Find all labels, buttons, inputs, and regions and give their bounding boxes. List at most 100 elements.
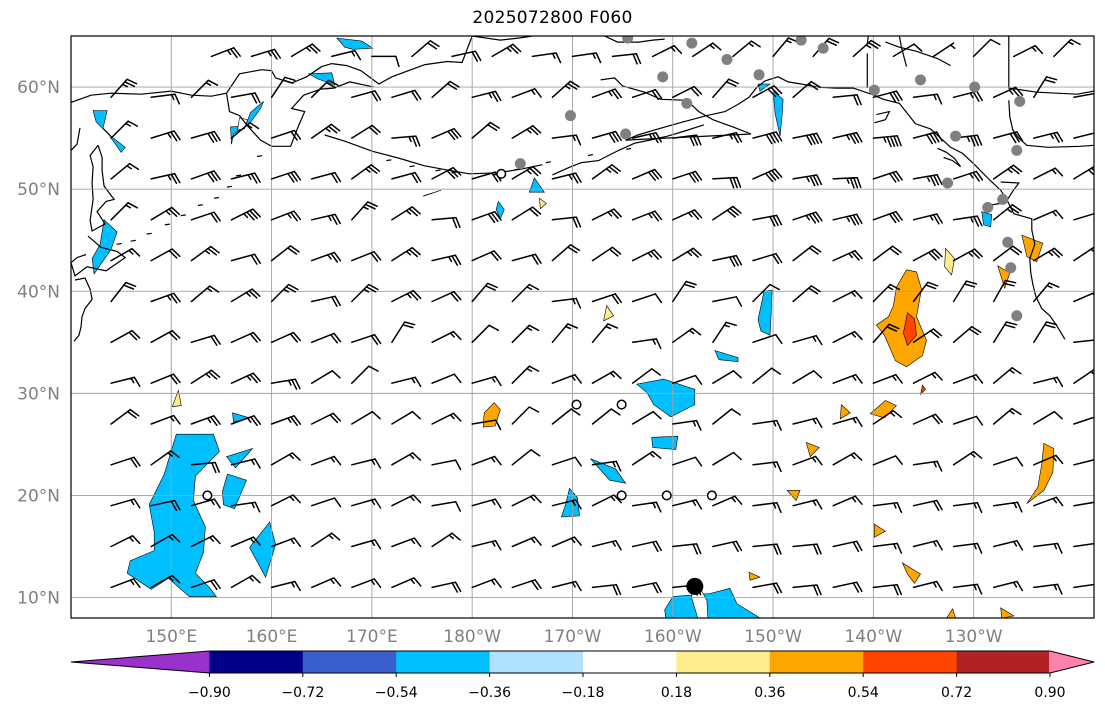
wind-barb [952,248,983,262]
positive-omega-region [1021,234,1044,263]
wind-barb [792,370,823,384]
wind-barb [110,408,140,425]
negative-omega-region [664,588,761,618]
wind-barb [310,123,341,139]
wind-barb [471,282,499,303]
wind-barb [391,135,421,147]
wind-barb [431,80,460,99]
wind-barb [992,539,1024,551]
wind-barb [110,162,140,180]
wind-barb [1073,246,1094,262]
wind-barb [992,321,1018,344]
colorbar-segment [769,651,864,673]
wind-barb [391,537,422,548]
wind-barb [752,543,782,555]
wind-barb [792,455,823,466]
wind-barb [752,131,783,145]
calm-wind-circle [616,490,627,501]
wind-barb [792,245,822,262]
negative-omega-region [757,289,773,336]
wind-barb [792,132,823,146]
wind-barb [591,246,622,262]
wind-barb [110,498,141,509]
wind-barb [150,373,181,385]
wind-barb [672,170,703,183]
wind-barb [310,455,342,466]
wind-barb [270,580,301,592]
colorbar-segment [489,651,584,673]
wind-barb [672,280,697,303]
wind-barb [150,574,181,589]
negative-omega-region [772,90,784,137]
wind-barb [210,47,241,59]
wind-barb [952,415,984,426]
wind-barb [310,332,342,344]
wind-barb [752,85,783,99]
wind-barb [1033,496,1064,507]
colorbar-extend-max [1049,651,1094,673]
coastline [552,124,705,176]
wind-barb [190,245,220,262]
wind-barb [631,249,663,262]
wind-barb [792,417,823,428]
wind-barb [712,451,742,466]
wind-barb [591,408,621,425]
wind-barb [110,202,139,221]
wind-barb [912,460,943,472]
wind-barb [1073,416,1094,425]
wind-barb [110,247,141,262]
wind-barb [511,536,542,548]
wind-barb [391,321,416,344]
colorbar-segment [209,651,304,673]
wind-barb [952,325,982,344]
wind-barb [511,125,542,139]
longitude-label: 180°W [443,627,501,647]
wind-barb [110,281,137,303]
wind-barb [230,92,261,104]
wind-barb [631,410,662,425]
wind-barb [1033,376,1064,388]
wind-barb [792,543,822,555]
station-marker [817,42,829,54]
latitude-label: 50°N [17,180,60,200]
wind-barb [310,171,342,184]
wind-barb [631,540,662,552]
wind-barb [150,292,181,304]
positive-omega-region [1000,607,1015,618]
wind-barb [1033,167,1064,180]
wind-barb [672,134,702,147]
wind-barb [832,213,863,226]
colorbar-segment [302,651,397,673]
wind-barb [591,370,622,384]
island [257,155,263,158]
wind-barb [992,86,1024,99]
station-marker [997,193,1009,205]
wind-barb [190,369,221,384]
station-marker [942,177,954,189]
wind-barb [471,455,502,466]
wind-barb [230,288,261,303]
wind-barb [631,338,662,350]
wind-barb [431,127,462,141]
wind-barb [752,283,780,303]
wind-barb [351,539,382,550]
wind-barb [351,201,378,221]
coastline [604,36,665,43]
wind-barb [150,206,181,221]
wind-barb [491,43,522,58]
wind-barb [672,543,702,555]
island [545,161,551,164]
wind-barb [631,368,661,384]
wind-barb [190,461,220,474]
station-marker [1014,95,1026,107]
wind-barb [511,88,542,99]
wind-barb [351,333,382,346]
wind-barb [672,374,703,385]
wind-barb [250,48,282,60]
coastline [73,277,93,342]
wind-barb [150,329,181,344]
station-marker [753,69,765,81]
wind-barb [872,409,903,425]
wind-barb [591,293,623,305]
